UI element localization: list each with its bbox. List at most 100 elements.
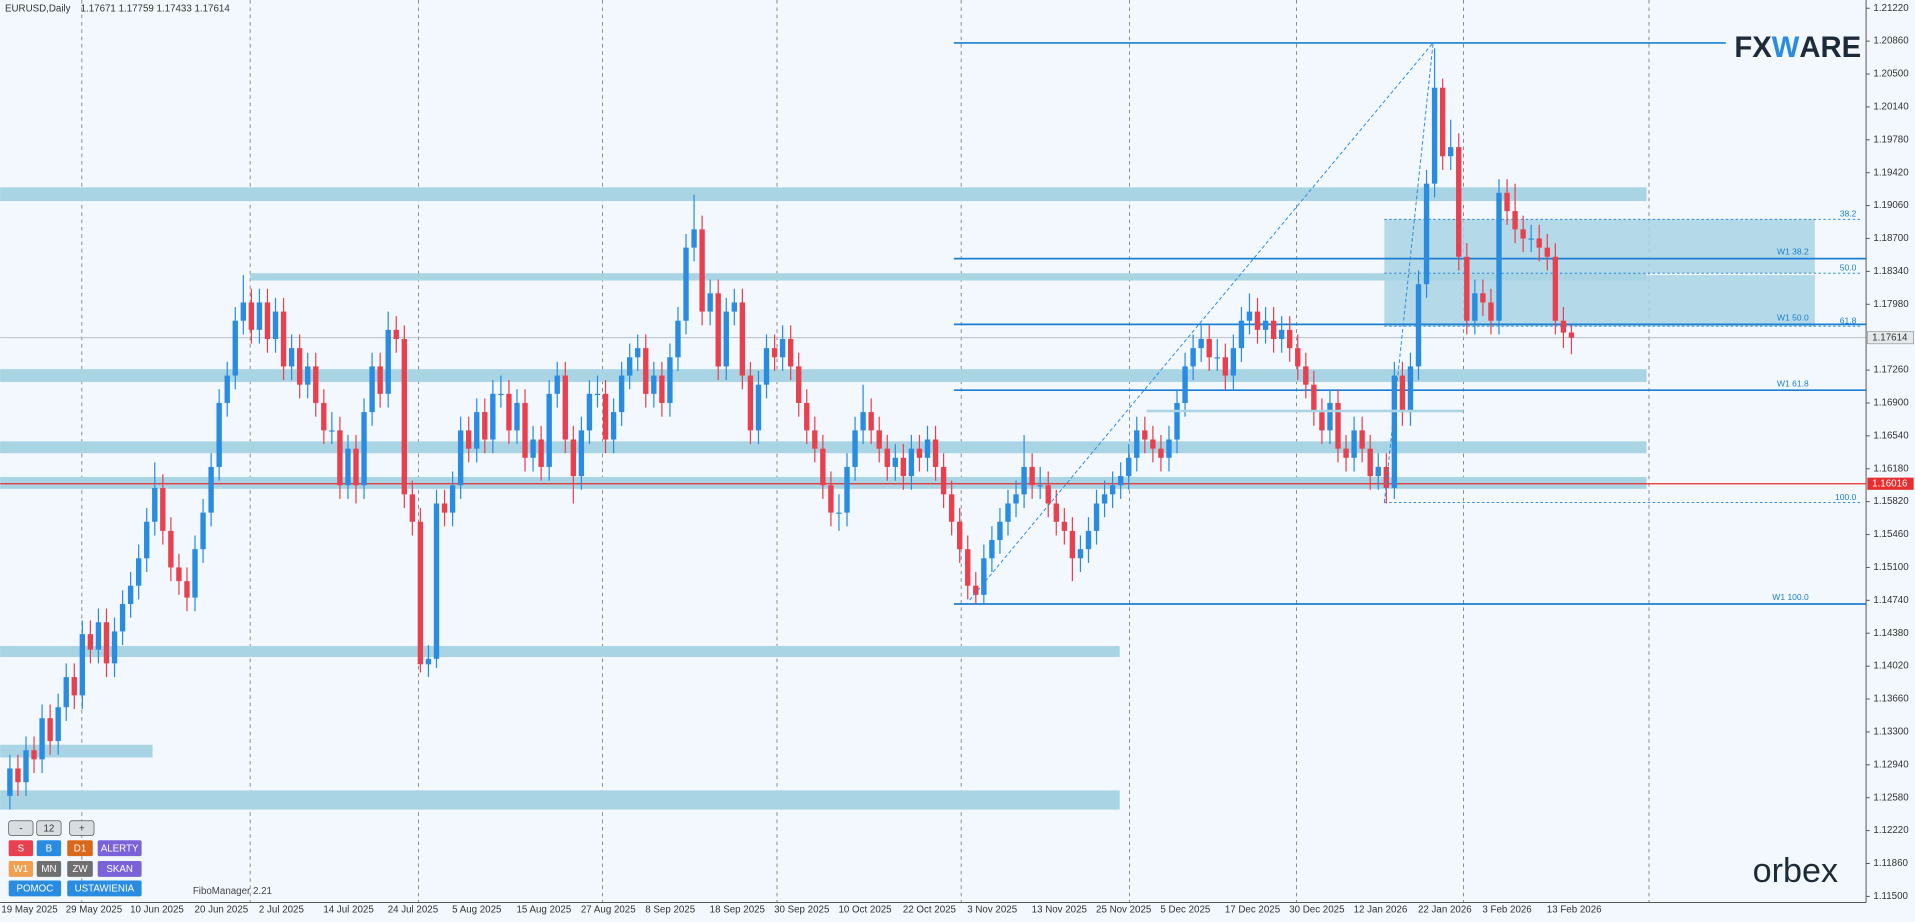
candle-body bbox=[192, 549, 198, 598]
candle-body bbox=[1367, 448, 1373, 477]
candle-body bbox=[449, 485, 456, 513]
candle-body bbox=[739, 302, 746, 376]
candle-body bbox=[1311, 384, 1317, 413]
control-button[interactable] bbox=[36, 861, 62, 877]
candle-body bbox=[168, 530, 174, 568]
candle-body bbox=[1383, 466, 1389, 488]
candle-body bbox=[79, 634, 86, 696]
control-label[interactable]: + bbox=[79, 823, 85, 834]
candle-body bbox=[482, 412, 488, 440]
candle-body bbox=[353, 448, 359, 486]
control-button[interactable] bbox=[67, 840, 93, 857]
candle-body bbox=[651, 375, 657, 394]
current-price-label: 1.17614 bbox=[1872, 332, 1908, 343]
control-label[interactable]: 12 bbox=[43, 823, 54, 834]
candle-body bbox=[699, 229, 705, 312]
candle-body bbox=[1126, 457, 1132, 477]
candle-body bbox=[1488, 302, 1494, 321]
control-button[interactable] bbox=[8, 820, 34, 836]
control-label[interactable]: MN bbox=[41, 864, 56, 875]
candle-body bbox=[385, 329, 391, 394]
symbol: EURUSD,Daily bbox=[5, 3, 71, 14]
candle-body bbox=[973, 585, 979, 595]
logo-part: W bbox=[1772, 32, 1800, 64]
control-label[interactable]: - bbox=[19, 823, 22, 834]
candle-body bbox=[152, 487, 158, 522]
x-tick-label: 3 Nov 2025 bbox=[967, 904, 1017, 915]
y-tick-label: 1.18340 bbox=[1873, 266, 1909, 277]
candle-body bbox=[610, 412, 617, 440]
x-tick-label: 13 Nov 2025 bbox=[1032, 904, 1088, 915]
candle-body bbox=[216, 402, 222, 467]
control-button[interactable] bbox=[8, 880, 62, 897]
candle-body bbox=[1327, 402, 1333, 431]
control-button[interactable] bbox=[69, 820, 95, 836]
control-button[interactable] bbox=[8, 861, 34, 877]
candle-body bbox=[1448, 147, 1454, 157]
control-label[interactable]: SKAN bbox=[106, 864, 133, 875]
fib-label: 61.8 bbox=[1840, 316, 1857, 326]
control-label[interactable]: W1 bbox=[14, 864, 29, 875]
candle-body bbox=[144, 521, 150, 559]
fib-label: 50.0 bbox=[1840, 263, 1857, 273]
candle-body bbox=[1399, 375, 1406, 413]
control-button[interactable] bbox=[36, 840, 62, 857]
candle-body bbox=[1166, 439, 1172, 458]
close: 1.17614 bbox=[195, 3, 231, 14]
candle-body bbox=[466, 430, 472, 449]
control-button[interactable] bbox=[36, 820, 62, 836]
open: 1.17671 bbox=[81, 3, 116, 14]
candle-body bbox=[296, 348, 303, 385]
candle-body bbox=[514, 402, 520, 431]
candle-body bbox=[804, 402, 810, 431]
candle-body bbox=[796, 366, 802, 403]
y-tick-label: 1.20860 bbox=[1873, 36, 1909, 47]
candle-body bbox=[538, 439, 544, 467]
control-label[interactable]: S bbox=[18, 843, 25, 854]
control-label[interactable]: B bbox=[46, 843, 53, 854]
candle-body bbox=[1134, 430, 1140, 458]
candle-body bbox=[852, 430, 858, 467]
y-tick-label: 1.12580 bbox=[1873, 792, 1909, 803]
candle-body bbox=[1053, 503, 1059, 522]
control-label[interactable]: ALERTY bbox=[101, 843, 139, 854]
y-tick-label: 1.14380 bbox=[1873, 628, 1909, 639]
zone bbox=[0, 646, 1120, 657]
x-tick-label: 19 May 2025 bbox=[1, 904, 58, 915]
candle-body bbox=[884, 448, 890, 467]
control-button[interactable] bbox=[67, 861, 93, 877]
candle-body bbox=[345, 448, 351, 486]
candle-body bbox=[989, 540, 995, 559]
candle-body bbox=[1069, 530, 1076, 559]
candle-body bbox=[860, 412, 866, 431]
candle-body bbox=[1295, 348, 1301, 367]
control-button[interactable] bbox=[97, 840, 142, 857]
candle-body bbox=[1029, 466, 1035, 486]
control-label[interactable]: ZW bbox=[72, 864, 88, 875]
candle-body bbox=[1552, 256, 1559, 321]
candle-body bbox=[530, 439, 536, 458]
control-button[interactable] bbox=[67, 880, 142, 897]
trend-line bbox=[969, 42, 1434, 601]
x-tick-label: 10 Oct 2025 bbox=[838, 904, 892, 915]
candle-body bbox=[39, 718, 45, 760]
fib-label: 38.2 bbox=[1840, 209, 1857, 219]
candle-body bbox=[747, 375, 754, 431]
candle-body bbox=[1278, 329, 1285, 340]
candle-body bbox=[1431, 87, 1438, 184]
control-button[interactable] bbox=[97, 861, 142, 877]
candle-body bbox=[457, 430, 464, 486]
candle-body bbox=[1045, 485, 1051, 504]
candle-body bbox=[1085, 530, 1092, 550]
control-label[interactable]: USTAWIENIA bbox=[75, 884, 135, 895]
candle-body bbox=[1480, 293, 1486, 303]
candle-body bbox=[1343, 448, 1349, 458]
candle-body bbox=[1222, 357, 1229, 376]
control-label[interactable]: D1 bbox=[74, 843, 86, 854]
control-button[interactable] bbox=[8, 840, 34, 857]
candle-body bbox=[836, 512, 842, 514]
control-label[interactable]: POMOC bbox=[16, 884, 53, 895]
candle-body bbox=[1077, 549, 1084, 559]
candle-body bbox=[313, 366, 319, 403]
x-tick-label: 5 Aug 2025 bbox=[452, 904, 502, 915]
